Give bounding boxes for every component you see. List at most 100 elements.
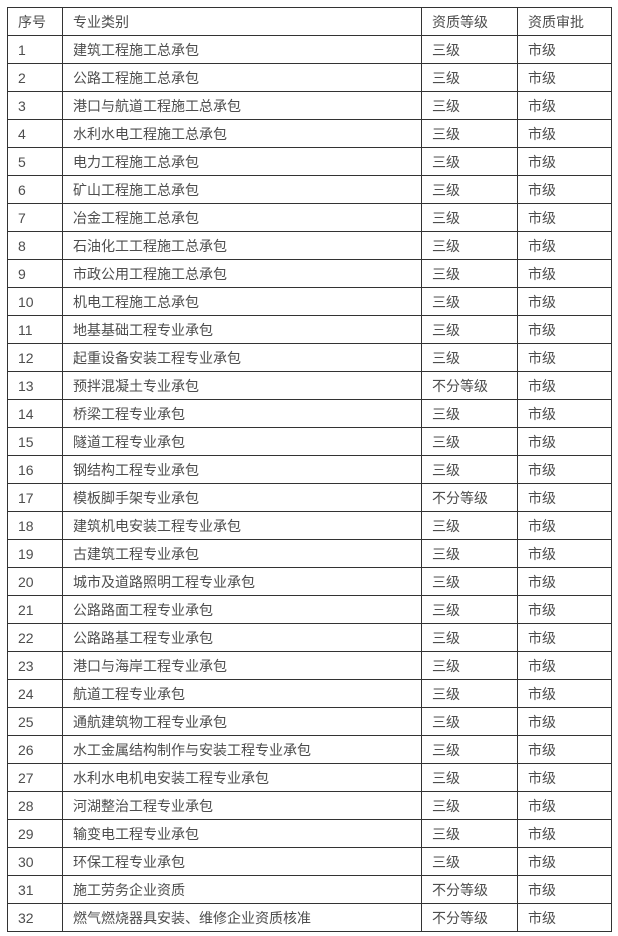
level-cell: 三级 [421, 343, 518, 372]
approval-cell: 市级 [517, 231, 612, 260]
level-cell: 三级 [421, 735, 518, 764]
table-row: 12 起重设备安装工程专业承包 三级 市级 [7, 343, 612, 372]
category-cell: 通航建筑物工程专业承包 [62, 707, 422, 736]
serial-number-cell: 25 [7, 707, 63, 736]
table-row: 18 建筑机电安装工程专业承包 三级 市级 [7, 511, 612, 540]
serial-number-cell: 5 [7, 147, 63, 176]
category-cell: 预拌混凝土专业承包 [62, 371, 422, 400]
approval-cell: 市级 [517, 315, 612, 344]
approval-cell: 市级 [517, 763, 612, 792]
level-cell: 三级 [421, 399, 518, 428]
level-cell: 三级 [421, 819, 518, 848]
level-cell: 三级 [421, 315, 518, 344]
serial-number-cell: 9 [7, 259, 63, 288]
approval-cell: 市级 [517, 847, 612, 876]
approval-cell: 市级 [517, 903, 612, 932]
level-cell: 三级 [421, 35, 518, 64]
approval-cell: 市级 [517, 91, 612, 120]
approval-cell: 市级 [517, 511, 612, 540]
level-cell: 三级 [421, 651, 518, 680]
table-row: 10 机电工程施工总承包 三级 市级 [7, 287, 612, 316]
serial-number-cell: 6 [7, 175, 63, 204]
header-serial-number: 序号 [7, 7, 63, 36]
level-cell: 三级 [421, 455, 518, 484]
category-cell: 模板脚手架专业承包 [62, 483, 422, 512]
serial-number-cell: 1 [7, 35, 63, 64]
serial-number-cell: 20 [7, 567, 63, 596]
approval-cell: 市级 [517, 623, 612, 652]
approval-cell: 市级 [517, 735, 612, 764]
table-body: 1 建筑工程施工总承包 三级 市级 2 公路工程施工总承包 三级 市级 3 港口与航道工程施工总承… [7, 35, 612, 932]
table-row: 9 市政公用工程施工总承包 三级 市级 [7, 259, 612, 288]
level-cell: 三级 [421, 679, 518, 708]
serial-number-cell: 22 [7, 623, 63, 652]
level-cell: 三级 [421, 847, 518, 876]
category-cell: 港口与航道工程施工总承包 [62, 91, 422, 120]
level-cell: 三级 [421, 763, 518, 792]
category-cell: 石油化工工程施工总承包 [62, 231, 422, 260]
serial-number-cell: 7 [7, 203, 63, 232]
level-cell: 三级 [421, 707, 518, 736]
level-cell: 不分等级 [421, 903, 518, 932]
approval-cell: 市级 [517, 343, 612, 372]
approval-cell: 市级 [517, 119, 612, 148]
header-level: 资质等级 [421, 7, 518, 36]
approval-cell: 市级 [517, 875, 612, 904]
table-row: 14 桥梁工程专业承包 三级 市级 [7, 399, 612, 428]
table-row: 4 水利水电工程施工总承包 三级 市级 [7, 119, 612, 148]
table-header-row: 序号 专业类别 资质等级 资质审批 [7, 7, 612, 36]
serial-number-cell: 23 [7, 651, 63, 680]
table-row: 11 地基基础工程专业承包 三级 市级 [7, 315, 612, 344]
level-cell: 三级 [421, 231, 518, 260]
table-row: 29 输变电工程专业承包 三级 市级 [7, 819, 612, 848]
category-cell: 燃气燃烧器具安装、维修企业资质核准 [62, 903, 422, 932]
serial-number-cell: 3 [7, 91, 63, 120]
serial-number-cell: 26 [7, 735, 63, 764]
category-cell: 电力工程施工总承包 [62, 147, 422, 176]
approval-cell: 市级 [517, 791, 612, 820]
approval-cell: 市级 [517, 287, 612, 316]
table-row: 1 建筑工程施工总承包 三级 市级 [7, 35, 612, 64]
table-row: 13 预拌混凝土专业承包 不分等级 市级 [7, 371, 612, 400]
serial-number-cell: 2 [7, 63, 63, 92]
table-row: 21 公路路面工程专业承包 三级 市级 [7, 595, 612, 624]
table-row: 26 水工金属结构制作与安装工程专业承包 三级 市级 [7, 735, 612, 764]
category-cell: 水利水电工程施工总承包 [62, 119, 422, 148]
table-row: 23 港口与海岸工程专业承包 三级 市级 [7, 651, 612, 680]
table-row: 19 古建筑工程专业承包 三级 市级 [7, 539, 612, 568]
serial-number-cell: 8 [7, 231, 63, 260]
table-row: 5 电力工程施工总承包 三级 市级 [7, 147, 612, 176]
table-row: 6 矿山工程施工总承包 三级 市级 [7, 175, 612, 204]
serial-number-cell: 28 [7, 791, 63, 820]
category-cell: 机电工程施工总承包 [62, 287, 422, 316]
level-cell: 不分等级 [421, 483, 518, 512]
category-cell: 冶金工程施工总承包 [62, 203, 422, 232]
category-cell: 建筑工程施工总承包 [62, 35, 422, 64]
approval-cell: 市级 [517, 35, 612, 64]
category-cell: 地基基础工程专业承包 [62, 315, 422, 344]
table-row: 7 冶金工程施工总承包 三级 市级 [7, 203, 612, 232]
table-row: 15 隧道工程专业承包 三级 市级 [7, 427, 612, 456]
category-cell: 矿山工程施工总承包 [62, 175, 422, 204]
category-cell: 钢结构工程专业承包 [62, 455, 422, 484]
level-cell: 三级 [421, 595, 518, 624]
table-row: 28 河湖整治工程专业承包 三级 市级 [7, 791, 612, 820]
level-cell: 三级 [421, 63, 518, 92]
level-cell: 三级 [421, 511, 518, 540]
approval-cell: 市级 [517, 147, 612, 176]
serial-number-cell: 15 [7, 427, 63, 456]
category-cell: 输变电工程专业承包 [62, 819, 422, 848]
table-row: 2 公路工程施工总承包 三级 市级 [7, 63, 612, 92]
level-cell: 三级 [421, 791, 518, 820]
serial-number-cell: 19 [7, 539, 63, 568]
serial-number-cell: 32 [7, 903, 63, 932]
level-cell: 三级 [421, 175, 518, 204]
level-cell: 三级 [421, 203, 518, 232]
approval-cell: 市级 [517, 371, 612, 400]
level-cell: 三级 [421, 623, 518, 652]
table-row: 17 模板脚手架专业承包 不分等级 市级 [7, 483, 612, 512]
serial-number-cell: 14 [7, 399, 63, 428]
category-cell: 建筑机电安装工程专业承包 [62, 511, 422, 540]
approval-cell: 市级 [517, 203, 612, 232]
